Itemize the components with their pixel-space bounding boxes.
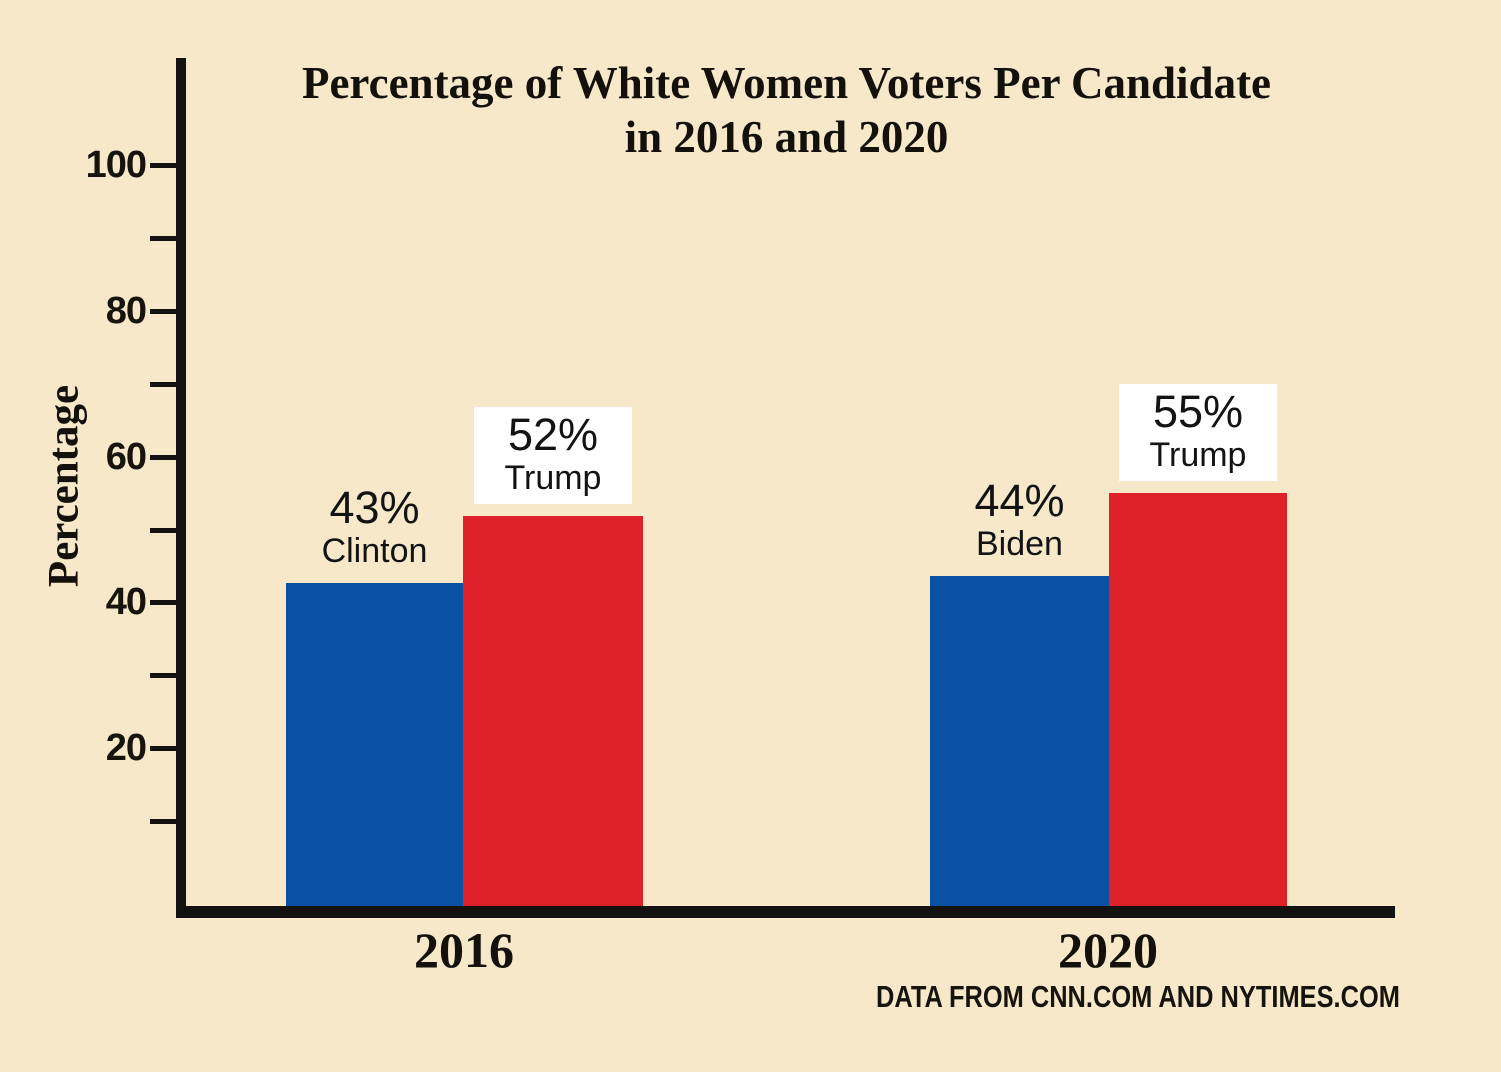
y-tick-minor-50 — [150, 527, 177, 533]
y-tick-major-20 — [150, 746, 177, 752]
chart-title: Percentage of White Women Voters Per Can… — [72, 56, 1501, 164]
y-tick-minor-30 — [150, 673, 177, 679]
bar-value-2016-trump: 52% — [507, 409, 599, 460]
y-tick-major-60 — [150, 454, 177, 460]
bar-2020-trump — [1109, 493, 1287, 906]
y-axis-title: Percentage — [40, 384, 88, 588]
bar-candidate-2020-biden: Biden — [976, 525, 1063, 563]
bar-2020-biden — [930, 576, 1109, 906]
y-axis-line — [176, 58, 186, 918]
y-tick-minor-90 — [150, 235, 177, 241]
x-axis-line — [176, 906, 1395, 918]
chart-title-line-2: in 2016 and 2020 — [624, 112, 949, 162]
source-note: DATA FROM CNN.COM AND NYTIMES.COM — [876, 979, 1400, 1014]
bar-label-2020-trump: 55% Trump — [1119, 384, 1277, 481]
y-tick-label-60: 60 — [105, 435, 147, 478]
bar-candidate-2020-trump: Trump — [1149, 436, 1247, 474]
category-label-2016: 2016 — [414, 922, 514, 978]
y-tick-minor-10 — [150, 819, 177, 825]
y-tick-label-20: 20 — [105, 727, 147, 770]
y-tick-minor-70 — [150, 381, 177, 387]
y-tick-major-100 — [150, 163, 177, 168]
bar-label-2016-trump: 52% Trump — [474, 407, 632, 504]
y-tick-label-80: 80 — [105, 289, 147, 332]
bar-2016-trump — [463, 516, 643, 906]
y-tick-label-100: 100 — [85, 144, 147, 186]
bar-value-2020-biden: 44% — [974, 475, 1065, 526]
category-label-2020: 2020 — [1058, 922, 1158, 978]
chart-title-line-1: Percentage of White Women Voters Per Can… — [301, 58, 1272, 108]
bar-2016-clinton — [286, 583, 463, 906]
y-tick-label-40: 40 — [105, 581, 147, 624]
y-tick-major-80 — [150, 308, 177, 314]
bar-candidate-2016-trump: Trump — [504, 459, 602, 497]
y-tick-major-40 — [150, 600, 177, 606]
bar-value-2016-clinton: 43% — [329, 482, 420, 533]
bar-value-2020-trump: 55% — [1152, 386, 1244, 437]
bar-candidate-2016-clinton: Clinton — [321, 532, 428, 570]
bar-label-2016-clinton: 43% Clinton — [322, 484, 428, 571]
bar-label-2020-biden: 44% Biden — [974, 477, 1064, 564]
